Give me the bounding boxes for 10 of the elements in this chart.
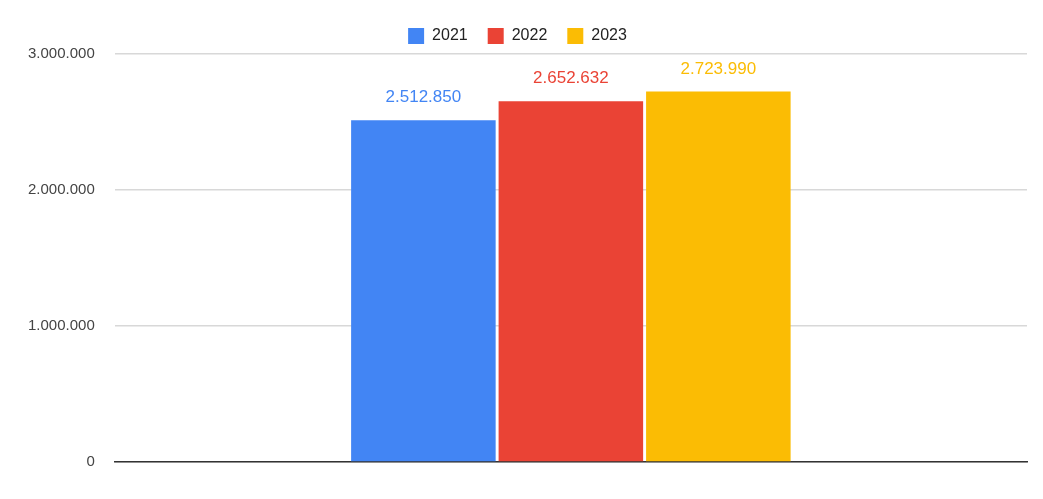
y-tick-label: 2.000.000 [28,180,95,198]
legend-label: 2022 [511,26,548,44]
data-label: 2.652.632 [533,68,609,88]
y-tick-label: 3.000.000 [28,44,95,62]
legend-label: 2021 [432,26,468,44]
y-tick-label: 1.000.000 [28,316,95,334]
data-label: 2.512.850 [385,87,462,107]
legend-label: 2023 [591,26,627,44]
data-label: 2.723.990 [680,58,757,78]
y-tick-label: 0 [86,452,95,470]
